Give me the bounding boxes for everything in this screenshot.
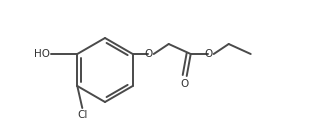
Text: O: O bbox=[145, 49, 153, 59]
Text: O: O bbox=[205, 49, 213, 59]
Text: Cl: Cl bbox=[77, 110, 87, 120]
Text: HO: HO bbox=[34, 49, 50, 59]
Text: O: O bbox=[181, 79, 189, 89]
